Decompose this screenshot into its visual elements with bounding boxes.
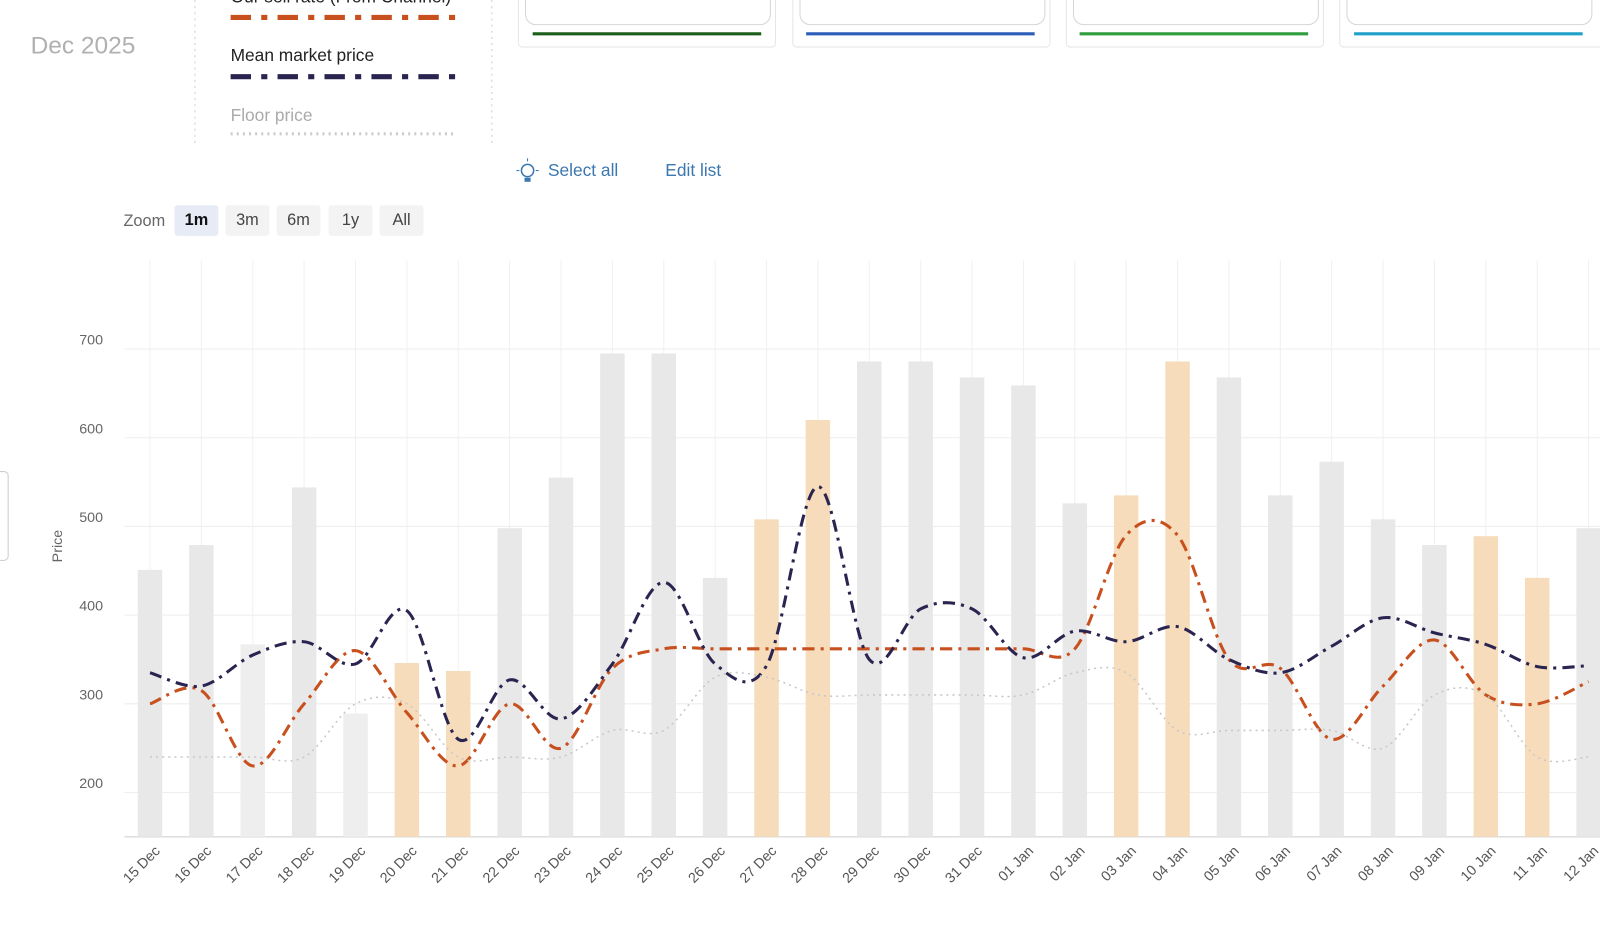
x-tick-label: 25 Dec xyxy=(634,843,677,886)
x-tick-label: 31 Dec xyxy=(942,843,985,886)
side-tab[interactable] xyxy=(0,471,9,561)
zoom-button-label[interactable]: 1m xyxy=(185,211,209,229)
x-tick-label: 04 Jan xyxy=(1150,843,1192,885)
x-tick-label: 05 Jan xyxy=(1201,843,1243,885)
bar xyxy=(805,419,831,837)
x-tick-label: 03 Jan xyxy=(1098,843,1140,885)
y-tick-label: 700 xyxy=(79,333,103,349)
bar xyxy=(1011,385,1036,837)
bar xyxy=(651,353,677,837)
bar xyxy=(1113,495,1139,837)
y-tick-label: 200 xyxy=(79,776,103,792)
y-tick-label: 300 xyxy=(79,687,103,703)
y-tick-label: 600 xyxy=(79,421,103,437)
bar xyxy=(1062,503,1088,837)
bar xyxy=(1524,577,1550,837)
x-tick-label: 09 Jan xyxy=(1406,843,1448,885)
x-tick-label: 16 Dec xyxy=(172,843,215,886)
zoom-button[interactable] xyxy=(379,205,424,236)
x-tick-label: 27 Dec xyxy=(737,843,780,886)
zoom-button[interactable] xyxy=(225,205,270,236)
x-tick-label: 10 Jan xyxy=(1458,843,1500,885)
x-tick-label: 15 Dec xyxy=(120,843,163,886)
x-tick-label: 20 Dec xyxy=(377,843,420,886)
zoom-button[interactable] xyxy=(174,205,219,236)
bar xyxy=(1576,528,1600,837)
bar xyxy=(497,528,522,837)
x-tick-label: 12 Jan xyxy=(1561,843,1600,885)
y-axis-title: Price xyxy=(50,530,66,563)
zoom-button-label[interactable]: 3m xyxy=(236,211,259,229)
bar xyxy=(600,353,625,837)
series-line xyxy=(150,666,1589,763)
zoom-button[interactable] xyxy=(328,205,373,236)
select-all-icon[interactable] xyxy=(516,158,539,182)
edit-list-link[interactable]: Edit list xyxy=(665,160,721,180)
x-tick-label: 28 Dec xyxy=(788,843,831,886)
card-button[interactable] xyxy=(1072,0,1319,26)
bar xyxy=(959,377,985,837)
zoom-button[interactable] xyxy=(276,205,321,236)
x-tick-label: 06 Jan xyxy=(1252,843,1294,885)
legend-label[interactable]: Floor price xyxy=(231,105,313,125)
card-button[interactable] xyxy=(525,0,771,26)
select-all-link[interactable]: Select all xyxy=(548,160,618,180)
bar xyxy=(857,361,882,837)
bar xyxy=(548,477,574,837)
x-tick-label: 22 Dec xyxy=(480,843,523,886)
chart: 200 300 400 500 600 700 15 Dec 16 Dec 17 Dec 18 D… xyxy=(79,260,1600,887)
bar xyxy=(394,663,420,837)
x-tick-label: 30 Dec xyxy=(891,843,934,886)
month-label: Dec 2025 xyxy=(31,33,136,60)
bar xyxy=(908,361,933,837)
card-button[interactable] xyxy=(1346,0,1593,26)
legend-label[interactable]: Mean market price xyxy=(231,45,375,65)
zoom-label: Zoom xyxy=(123,212,165,230)
y-tick-label: 500 xyxy=(79,510,103,526)
x-tick-label: 11 Jan xyxy=(1510,843,1551,884)
series-line xyxy=(149,519,1590,768)
bar xyxy=(1319,461,1344,837)
card-button[interactable] xyxy=(799,0,1046,26)
bar xyxy=(1165,361,1190,837)
zoom-button-label[interactable]: 1y xyxy=(342,211,360,229)
x-tick-label: 08 Jan xyxy=(1355,843,1397,885)
x-tick-label: 01 Jan xyxy=(995,843,1037,885)
bar xyxy=(343,713,368,837)
x-tick-label: 07 Jan xyxy=(1304,843,1346,885)
zoom-button-label[interactable]: All xyxy=(392,211,410,229)
x-tick-label: 19 Dec xyxy=(326,843,369,886)
x-tick-label: 18 Dec xyxy=(275,843,318,886)
x-tick-label: 17 Dec xyxy=(223,843,266,886)
y-tick-label: 400 xyxy=(79,599,103,615)
x-tick-label: 02 Jan xyxy=(1047,843,1089,885)
bar xyxy=(1216,377,1242,837)
x-tick-label: 26 Dec xyxy=(686,843,729,886)
bar xyxy=(702,577,728,837)
x-tick-label: 21 Dec xyxy=(429,843,472,886)
bar xyxy=(1473,536,1499,837)
bar xyxy=(446,671,471,837)
bar xyxy=(291,487,317,837)
bar xyxy=(240,644,265,837)
zoom-button-label[interactable]: 6m xyxy=(287,211,310,229)
legend-label[interactable]: Our sell rate (From Channel) xyxy=(231,0,452,7)
x-tick-label: 23 Dec xyxy=(531,843,574,886)
cards xyxy=(517,0,1600,48)
series-line xyxy=(149,484,1589,743)
x-tick-label: 29 Dec xyxy=(840,843,883,886)
x-tick-label: 24 Dec xyxy=(583,843,626,886)
